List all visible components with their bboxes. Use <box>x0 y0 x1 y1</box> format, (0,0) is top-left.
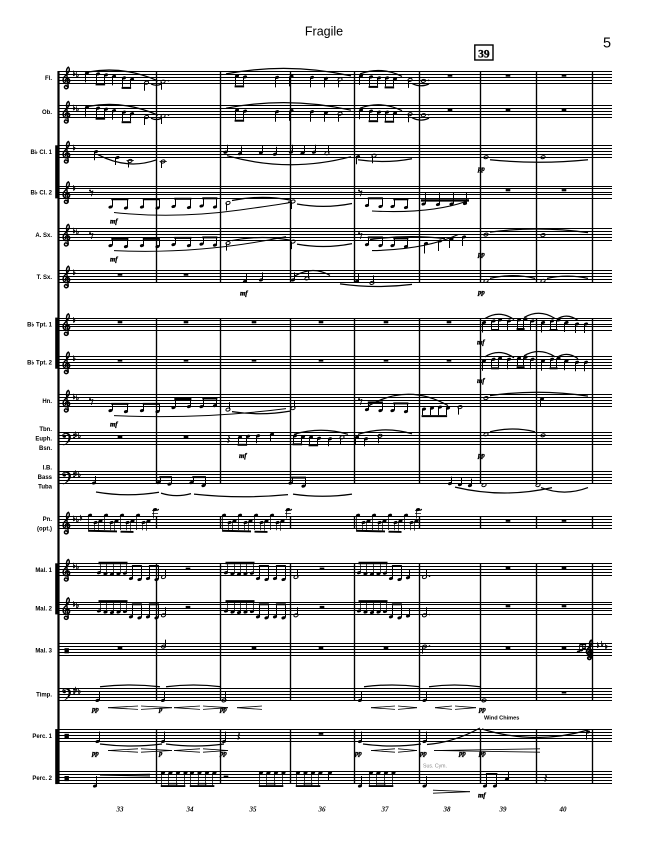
svg-text:mf: mf <box>239 453 247 460</box>
svg-text:B♭ Cl. 1: B♭ Cl. 1 <box>30 149 52 156</box>
svg-text:Tuba: Tuba <box>38 485 53 491</box>
svg-text:40: 40 <box>559 806 568 814</box>
svg-text:39: 39 <box>478 48 490 60</box>
svg-text:Perc. 2: Perc. 2 <box>32 776 52 782</box>
svg-text:pp: pp <box>478 707 486 714</box>
svg-text:33: 33 <box>116 806 125 814</box>
svg-text:mf: mf <box>477 340 485 347</box>
svg-text:Hn.: Hn. <box>42 399 52 405</box>
svg-text:pp: pp <box>354 751 362 758</box>
svg-text:Fragile: Fragile <box>305 25 343 39</box>
svg-text:pp: pp <box>91 751 99 758</box>
svg-text:Bass: Bass <box>38 475 53 481</box>
svg-text:Pn.: Pn. <box>43 517 53 523</box>
svg-text:35: 35 <box>249 806 258 814</box>
svg-text:Sus. Cym.: Sus. Cym. <box>423 764 447 770</box>
svg-text:Mal. 3: Mal. 3 <box>35 648 52 654</box>
svg-text:pp: pp <box>419 751 427 758</box>
svg-text:5: 5 <box>603 36 611 52</box>
svg-text:Timp.: Timp. <box>36 693 52 699</box>
svg-text:T. Sx.: T. Sx. <box>37 275 53 281</box>
svg-text:pp: pp <box>477 166 485 173</box>
svg-text:mf: mf <box>110 422 118 429</box>
svg-text:(opt.): (opt.) <box>37 527 52 533</box>
svg-text:Fl.: Fl. <box>45 76 52 82</box>
svg-text:Ob.: Ob. <box>42 110 52 116</box>
svg-text:pp: pp <box>91 707 99 714</box>
svg-text:37: 37 <box>381 806 390 814</box>
svg-text:I.B.: I.B. <box>43 466 53 472</box>
svg-text:mf: mf <box>110 219 118 226</box>
svg-text:Mal. 1: Mal. 1 <box>35 568 52 574</box>
svg-text:B♭ Cl. 2: B♭ Cl. 2 <box>30 189 52 196</box>
svg-text:pp: pp <box>478 751 486 758</box>
svg-text:pp: pp <box>219 751 227 758</box>
svg-text:pp: pp <box>219 707 227 714</box>
svg-text:pp: pp <box>477 289 485 296</box>
svg-text:38: 38 <box>443 806 452 814</box>
svg-text:mf: mf <box>110 257 118 264</box>
svg-text:mf: mf <box>240 290 248 297</box>
svg-text:Tbn.: Tbn. <box>39 427 52 433</box>
svg-text:34: 34 <box>186 806 195 814</box>
svg-text:B♭ Tpt. 1: B♭ Tpt. 1 <box>27 321 52 328</box>
svg-text:A. Sx.: A. Sx. <box>35 233 52 239</box>
svg-text:p: p <box>158 751 163 758</box>
svg-text:pp: pp <box>458 751 466 758</box>
svg-text:39: 39 <box>499 806 508 814</box>
svg-text:Mal. 2: Mal. 2 <box>35 606 52 612</box>
svg-text:Wind Chimes: Wind Chimes <box>484 716 519 722</box>
svg-text:Euph.: Euph. <box>35 437 52 443</box>
svg-text:pp: pp <box>477 452 485 459</box>
svg-text:p: p <box>158 707 163 714</box>
svg-text:Perc. 1: Perc. 1 <box>32 734 52 740</box>
svg-text:B♭ Tpt. 2: B♭ Tpt. 2 <box>27 360 52 367</box>
svg-text:36: 36 <box>318 806 327 814</box>
svg-text:pp: pp <box>477 252 485 259</box>
svg-text:mf: mf <box>477 378 485 385</box>
svg-text:mf: mf <box>478 793 486 800</box>
svg-text:Bsn.: Bsn. <box>39 446 52 452</box>
